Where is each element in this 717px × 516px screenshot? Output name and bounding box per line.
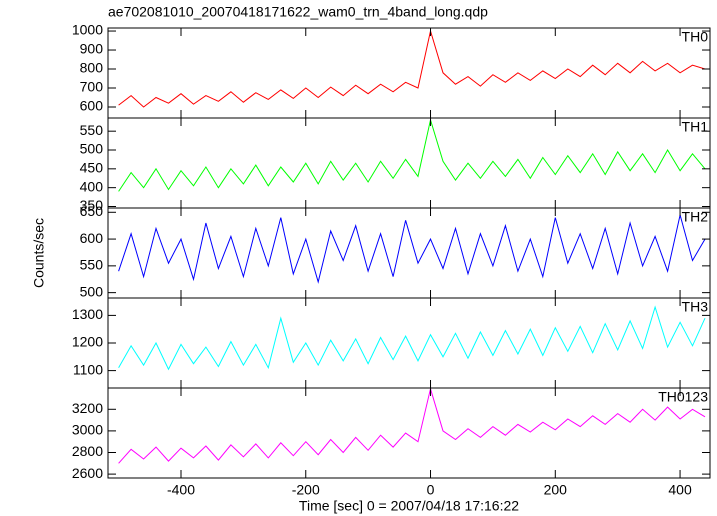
y-tick-label: 350	[80, 197, 104, 213]
panel-label: TH0	[682, 29, 709, 45]
x-tick-label: 200	[544, 482, 568, 498]
data-line	[118, 29, 706, 108]
data-line	[118, 305, 706, 371]
y-tick-label: 1300	[72, 306, 103, 322]
panel-frame	[107, 207, 711, 299]
x-axis-label: Time [sec] 0 = 2007/04/18 17:16:22	[299, 498, 519, 514]
y-tick-label: 3200	[72, 400, 103, 416]
panel-frame	[107, 387, 711, 479]
y-tick-label: 1000	[72, 22, 103, 38]
y-tick-label: 900	[80, 41, 104, 57]
panel-label: TH3	[682, 299, 709, 315]
data-line	[118, 388, 706, 464]
y-tick-label: 550	[80, 122, 104, 138]
y-tick-label: 550	[80, 257, 104, 273]
y-tick-label: 500	[80, 141, 104, 157]
y-tick-label: 2600	[72, 465, 103, 481]
y-tick-label: 700	[80, 79, 104, 95]
y-axis-label: Counts/sec	[31, 218, 47, 288]
y-tick-label: 500	[80, 283, 104, 299]
y-tick-label: 450	[80, 160, 104, 176]
data-line	[118, 214, 706, 284]
y-tick-label: 600	[80, 230, 104, 246]
y-tick-label: 1200	[72, 334, 103, 350]
chart-title: ae702081010_20070418171622_wam0_trn_4ban…	[108, 4, 488, 20]
x-tick-label: -200	[292, 482, 320, 498]
x-tick-label: 0	[427, 482, 435, 498]
data-line	[118, 118, 706, 192]
y-tick-label: 1100	[73, 361, 103, 377]
y-tick-label: 2800	[72, 443, 103, 459]
panel-label: TH0123	[658, 389, 708, 405]
panel-frame	[107, 27, 711, 119]
y-tick-label: 400	[80, 178, 104, 194]
x-tick-label: 400	[668, 482, 692, 498]
y-tick-label: 800	[80, 60, 104, 76]
x-tick-label: -400	[167, 482, 195, 498]
panel-label: TH2	[682, 209, 709, 225]
panel-label: TH1	[682, 119, 709, 135]
panel-frame	[107, 117, 711, 209]
y-tick-label: 3000	[72, 422, 103, 438]
y-tick-label: 650	[80, 203, 104, 219]
y-tick-label: 600	[80, 98, 104, 114]
